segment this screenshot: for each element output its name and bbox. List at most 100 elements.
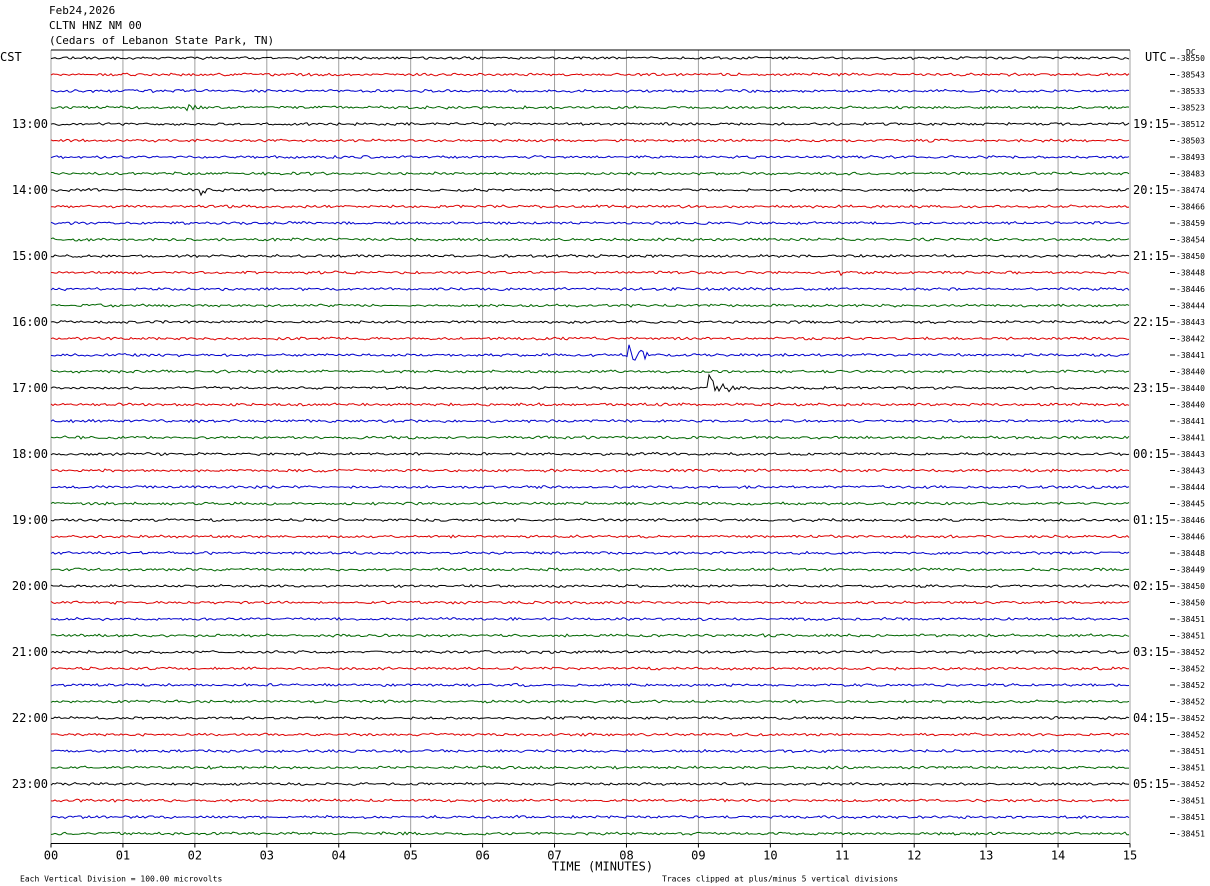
- cst-hour-label: 16:00: [12, 315, 48, 329]
- seismic-trace: [50, 616, 1130, 622]
- minute-tick-label: 08: [619, 849, 633, 863]
- minute-tick-label: 07: [547, 849, 561, 863]
- dc-offset-label: -38443: [1176, 467, 1205, 476]
- dc-offset-label: -38450: [1176, 599, 1205, 608]
- station-code: CLTN HNZ NM 00: [49, 19, 142, 32]
- cst-hour-label: 21:00: [12, 645, 48, 659]
- dc-offset-label: -38452: [1176, 780, 1205, 789]
- dc-offset-label: -38451: [1176, 830, 1205, 839]
- dc-offset-label: -38449: [1176, 566, 1205, 575]
- seismic-trace: [50, 103, 1130, 112]
- minute-tick-label: 11: [835, 849, 849, 863]
- seismic-trace: [50, 600, 1130, 605]
- utc-axis-label: UTC: [1145, 50, 1167, 64]
- cst-hour-label: 20:00: [12, 579, 48, 593]
- dc-label: DC: [1186, 48, 1196, 57]
- clipping-note: Traces clipped at plus/minus 5 vertical …: [662, 875, 898, 884]
- dc-offset-label: -38459: [1176, 219, 1205, 228]
- dc-offset-label: -38543: [1176, 71, 1205, 80]
- seismic-trace: [50, 781, 1130, 786]
- seismic-trace: [50, 253, 1130, 259]
- utc-hour-label: 05:15: [1133, 777, 1169, 791]
- seismic-trace: [50, 220, 1130, 226]
- minute-tick-label: 03: [260, 849, 274, 863]
- dc-offset-label: -38474: [1176, 186, 1205, 195]
- seismic-trace: [50, 55, 1130, 61]
- seismic-trace: [50, 501, 1130, 506]
- utc-hour-label: 23:15: [1133, 381, 1169, 395]
- utc-hour-label: 03:15: [1133, 645, 1169, 659]
- seismic-trace: [50, 649, 1130, 655]
- seismic-trace: [50, 567, 1130, 572]
- seismic-trace: [50, 121, 1130, 127]
- dc-offset-label: -38452: [1176, 698, 1205, 707]
- seismic-trace: [50, 373, 1130, 393]
- seismic-trace: [50, 336, 1130, 341]
- cst-hour-label: 23:00: [12, 777, 48, 791]
- axis-labels: -38550 -38543 -38533 -38523 -38512 -38503 -384…: [0, 48, 1205, 884]
- utc-hour-label: 00:15: [1133, 447, 1169, 461]
- seismic-trace: [50, 534, 1130, 539]
- seismic-trace: [50, 402, 1130, 407]
- dc-offset-label: -38503: [1176, 137, 1205, 146]
- dc-offset-label: -38446: [1176, 533, 1205, 542]
- dc-offset-label: -38452: [1176, 714, 1205, 723]
- seismic-trace: [50, 517, 1130, 523]
- cst-hour-label: 18:00: [12, 447, 48, 461]
- seismic-trace: [50, 88, 1130, 94]
- seismic-trace: [51, 171, 1130, 176]
- minute-tick-label: 09: [691, 849, 705, 863]
- dc-offset-label: -38441: [1176, 417, 1205, 426]
- dc-offset-label: -38443: [1176, 450, 1205, 459]
- plot-grid: [50, 49, 1131, 848]
- seismic-trace: [50, 451, 1130, 457]
- seismic-trace: [50, 286, 1130, 292]
- minute-tick-label: 12: [907, 849, 921, 863]
- minute-tick-label: 05: [403, 849, 417, 863]
- seismic-trace: [50, 154, 1130, 160]
- dc-offset-label: -38454: [1176, 236, 1205, 245]
- minute-tick-label: 15: [1123, 849, 1137, 863]
- dc-offset-label: -38446: [1176, 516, 1205, 525]
- dc-offset-label: -38440: [1176, 368, 1205, 377]
- dc-offset-label: -38444: [1176, 302, 1205, 311]
- dc-offset-label: -38448: [1176, 269, 1205, 278]
- cst-hour-label: 13:00: [12, 117, 48, 131]
- cst-axis-label: CST: [0, 50, 22, 64]
- dc-offset-label: -38445: [1176, 500, 1205, 509]
- utc-hour-label: 02:15: [1133, 579, 1169, 593]
- cst-hour-label: 17:00: [12, 381, 48, 395]
- seismic-trace: [50, 831, 1129, 836]
- dc-offset-label: -38451: [1176, 813, 1205, 822]
- seismic-trace: [50, 748, 1130, 754]
- minute-tick-label: 01: [116, 849, 130, 863]
- dc-offset-label: -38450: [1176, 252, 1205, 261]
- seismic-trace: [50, 303, 1130, 308]
- seismic-traces: [50, 55, 1130, 836]
- minute-tick-label: 13: [979, 849, 993, 863]
- station-location: (Cedars of Lebanon State Park, TN): [49, 34, 275, 47]
- dc-offset-label: -38440: [1176, 401, 1205, 410]
- seismic-trace: [50, 237, 1130, 242]
- seismic-trace: [50, 138, 1130, 143]
- dc-offset-label: -38533: [1176, 87, 1205, 96]
- seismic-trace: [50, 418, 1130, 424]
- cst-hour-label: 22:00: [12, 711, 48, 725]
- seismic-trace: [50, 344, 1130, 361]
- cst-hour-label: 14:00: [12, 183, 48, 197]
- dc-offset-label: -38493: [1176, 153, 1205, 162]
- seismic-trace: [50, 550, 1130, 556]
- minute-tick-label: 02: [188, 849, 202, 863]
- seismic-trace: [50, 468, 1130, 473]
- minute-tick-label: 14: [1051, 849, 1065, 863]
- dc-offset-label: -38441: [1176, 434, 1205, 443]
- plot-date: Feb24,2026: [49, 4, 116, 17]
- seismic-trace: [50, 72, 1130, 77]
- dc-offset-label: -38451: [1176, 764, 1205, 773]
- dc-offset-label: -38452: [1176, 665, 1205, 674]
- minute-tick-label: 00: [44, 849, 58, 863]
- seismic-trace: [50, 715, 1130, 721]
- dc-offset-label: -38451: [1176, 615, 1205, 624]
- dc-offset-label: -38440: [1176, 384, 1205, 393]
- seismic-trace: [50, 319, 1130, 325]
